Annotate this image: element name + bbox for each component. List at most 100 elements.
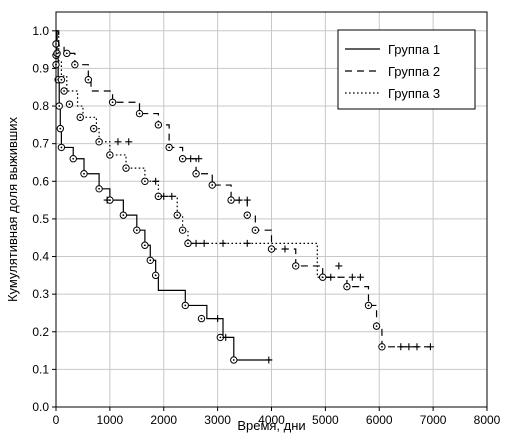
legend-box	[337, 29, 476, 110]
censored-marker	[125, 138, 133, 146]
censored-marker	[195, 155, 203, 163]
event-marker	[57, 76, 66, 84]
event-marker	[63, 49, 71, 58]
event-marker	[343, 282, 351, 291]
x-tick-label: 7000	[420, 413, 447, 427]
x-tick-label: 8000	[474, 413, 501, 427]
x-tick-label: 2000	[150, 413, 177, 427]
event-marker	[69, 155, 77, 163]
event-marker	[108, 98, 117, 106]
y-tick-label: 0.1	[32, 362, 49, 376]
y-tick-label: 0.2	[32, 325, 49, 339]
x-tick-label: 4000	[258, 413, 285, 427]
event-marker	[154, 121, 163, 129]
event-marker	[378, 343, 386, 351]
event-marker	[71, 60, 79, 69]
event-marker	[230, 356, 238, 364]
event-marker	[119, 211, 128, 219]
event-marker	[141, 177, 149, 185]
event-marker	[95, 185, 103, 193]
event-marker	[364, 301, 373, 310]
censored-marker	[219, 239, 227, 247]
event-marker	[76, 113, 84, 122]
event-marker	[251, 226, 260, 234]
legend-label: Группа 1	[388, 42, 440, 57]
x-tick-label: 1000	[97, 413, 124, 427]
event-marker	[292, 262, 300, 270]
censored-marker	[426, 343, 434, 351]
y-tick-label: 0.8	[32, 99, 49, 113]
y-tick-label: 0.9	[32, 61, 49, 75]
x-tick-label: 5000	[312, 413, 339, 427]
y-tick-label: 1.0	[32, 24, 49, 38]
censored-marker	[168, 192, 176, 200]
event-marker	[151, 271, 160, 280]
event-marker	[192, 170, 200, 178]
event-marker	[197, 314, 206, 323]
y-tick-label: 0.4	[32, 250, 49, 264]
event-marker	[95, 138, 103, 146]
censored-marker	[413, 343, 421, 351]
x-tick-label: 3000	[204, 413, 231, 427]
censored-marker	[192, 239, 200, 247]
event-marker	[56, 124, 65, 133]
censored-marker	[160, 192, 168, 200]
event-marker	[227, 196, 235, 204]
censored-marker	[265, 356, 273, 364]
censored-marker	[405, 343, 413, 351]
event-marker	[184, 239, 192, 248]
event-marker	[122, 164, 130, 172]
event-marker	[181, 301, 190, 310]
event-marker	[165, 143, 173, 152]
event-marker	[90, 124, 98, 133]
x-axis-ticks: 0 1000 2000 3000 4000 5000 6000 7000 8000	[53, 407, 501, 427]
event-marker	[57, 143, 66, 152]
event-marker	[135, 109, 144, 118]
event-marker	[173, 211, 181, 219]
event-marker	[208, 181, 216, 189]
censored-marker	[187, 155, 195, 163]
censored-marker	[103, 196, 111, 204]
event-marker	[372, 322, 381, 330]
event-marker	[267, 245, 276, 253]
censored-marker	[243, 239, 251, 247]
censored-marker	[243, 196, 251, 204]
event-marker	[141, 241, 149, 249]
event-marker	[84, 76, 93, 84]
grid	[55, 12, 488, 408]
series-line	[56, 30, 342, 278]
event-marker	[133, 226, 141, 234]
legend: Группа 1 Группа 2 Группа 3	[337, 29, 476, 110]
plot-frame	[55, 11, 488, 408]
legend-item-2: Группа 2	[345, 64, 440, 79]
event-marker	[60, 87, 68, 95]
y-tick-label: 0.7	[32, 137, 49, 151]
y-axis-label: Кумулятивная доля выживших	[5, 116, 20, 302]
series-1	[52, 30, 273, 364]
event-marker	[106, 151, 114, 159]
series-3	[52, 30, 342, 278]
censored-marker	[348, 273, 356, 281]
event-marker	[55, 102, 63, 110]
x-axis-label: Время, дни	[237, 418, 305, 433]
censored-marker	[281, 245, 289, 253]
x-tick-label: 0	[53, 413, 60, 427]
event-marker	[65, 100, 74, 108]
event-marker	[178, 226, 187, 234]
censored-marker	[152, 177, 160, 185]
censored-marker	[235, 196, 243, 204]
event-marker	[243, 211, 251, 219]
legend-item-3: Группа 3	[345, 86, 440, 101]
legend-label: Группа 3	[388, 86, 440, 101]
event-marker	[178, 155, 187, 163]
event-marker	[146, 256, 154, 264]
censored-marker	[222, 333, 230, 341]
series-2	[56, 30, 434, 351]
censored-marker	[335, 262, 343, 270]
y-axis-ticks: 0.0 0.1 0.2 0.3 0.4 0.5 0.6 0.7 0.8 0.9 1.0	[32, 24, 56, 414]
x-tick-label: 6000	[366, 413, 393, 427]
legend-label: Группа 2	[388, 64, 440, 79]
y-tick-label: 0.5	[32, 212, 49, 226]
legend-item-1: Группа 1	[345, 42, 440, 57]
